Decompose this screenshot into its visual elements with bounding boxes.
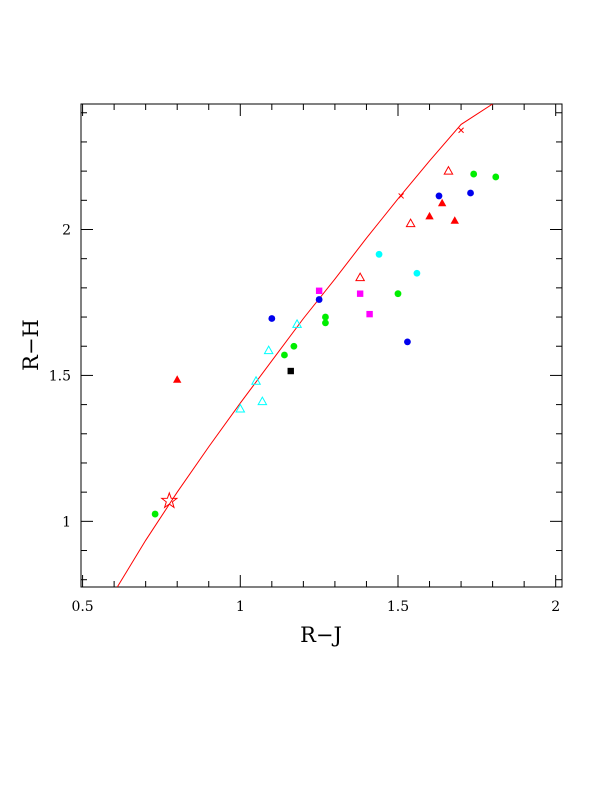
y-axis-label: R−H: [19, 319, 43, 371]
data-point: [356, 290, 364, 297]
data-point: [322, 319, 329, 327]
data-point: [366, 310, 373, 318]
data-point: [263, 345, 274, 355]
data-point: [292, 318, 303, 328]
data-point: [435, 192, 443, 200]
data-point: [492, 173, 500, 181]
data-point: [315, 296, 323, 303]
model-curve: [116, 104, 493, 587]
data-point: [355, 272, 366, 282]
data-points: [151, 165, 500, 518]
data-point: [151, 510, 159, 518]
data-point: [375, 250, 383, 258]
data-point: [235, 403, 246, 413]
y-tick-label: 2: [62, 222, 71, 238]
y-tick-label: 1: [62, 514, 71, 530]
x-axis-label: R−J: [300, 623, 342, 647]
data-point: [257, 396, 268, 406]
data-point: [467, 189, 474, 197]
plot-frame: [80, 103, 563, 588]
x-tick-label: 1.5: [387, 599, 409, 615]
curve-marker: [398, 193, 404, 199]
data-point: [425, 211, 434, 220]
data-point: [173, 375, 182, 383]
x-tick-label: 2: [551, 599, 560, 615]
axis-ticks: [81, 104, 562, 587]
tick-labels: 0.5 1 1.5 2 1 1.5 2: [49, 222, 560, 615]
data-point: [394, 290, 402, 298]
data-point: [268, 315, 276, 322]
data-point: [450, 216, 459, 224]
data-point: [443, 165, 454, 175]
x-tick-label: 1: [236, 599, 245, 615]
data-point: [405, 218, 416, 228]
data-point: [322, 313, 329, 321]
data-point: [287, 367, 294, 375]
y-tick-label: 1.5: [49, 368, 71, 384]
data-point: [250, 375, 262, 385]
data-point: [281, 351, 288, 359]
curve-markers: [398, 127, 464, 199]
data-point: [470, 170, 478, 178]
data-point: [290, 342, 298, 350]
curve-marker: [458, 127, 464, 134]
x-tick-label: 0.5: [71, 599, 93, 615]
star-marker: [160, 491, 179, 509]
data-point: [437, 198, 447, 207]
data-point: [413, 269, 421, 277]
data-point: [404, 338, 411, 346]
data-point: [315, 287, 323, 294]
